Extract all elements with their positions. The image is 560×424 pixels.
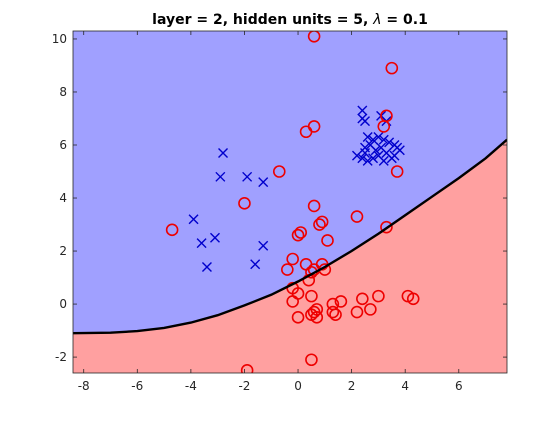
x-tick-label: -6 bbox=[131, 379, 143, 393]
data-points bbox=[165, 31, 420, 373]
x-tick-label: 4 bbox=[401, 379, 409, 393]
cross-point bbox=[378, 134, 389, 145]
cross-point bbox=[215, 171, 226, 182]
cross-point bbox=[360, 147, 371, 158]
circle-point bbox=[272, 165, 286, 178]
cross-point bbox=[362, 132, 373, 143]
y-tick-label: -2 bbox=[55, 350, 67, 364]
cross-point bbox=[258, 177, 269, 188]
cross-point bbox=[392, 142, 403, 153]
circle-point bbox=[307, 199, 321, 213]
cross-point bbox=[357, 153, 368, 164]
x-tick-label: -2 bbox=[238, 379, 250, 393]
y-tick-label: 2 bbox=[59, 244, 67, 258]
circle-point bbox=[385, 61, 399, 75]
plot-frame bbox=[72, 30, 508, 374]
cross-point bbox=[258, 240, 269, 251]
circle-point bbox=[390, 165, 404, 178]
cross-point bbox=[368, 134, 379, 145]
region-class-cross bbox=[73, 31, 507, 334]
cross-point bbox=[370, 145, 381, 156]
cross-point bbox=[188, 214, 199, 225]
y-tick-label: 10 bbox=[52, 32, 67, 46]
region-class-circle bbox=[73, 139, 507, 373]
circle-point bbox=[286, 295, 299, 308]
circle-point bbox=[281, 263, 294, 276]
x-tick-label: 2 bbox=[348, 379, 356, 393]
x-tick-label: 0 bbox=[294, 379, 302, 393]
cross-point bbox=[250, 259, 261, 270]
cross-point bbox=[218, 147, 229, 158]
cross-point bbox=[201, 261, 212, 272]
circle-point bbox=[305, 289, 318, 303]
cross-point bbox=[242, 171, 253, 182]
circle-point bbox=[377, 120, 391, 133]
circle-point bbox=[238, 197, 251, 210]
chart-title: layer = 2, hidden units = 5, λ = 0.1 bbox=[152, 12, 428, 28]
cross-point bbox=[378, 155, 389, 166]
circle-point bbox=[364, 303, 377, 316]
y-tick-label: 6 bbox=[59, 138, 67, 152]
circle-point bbox=[326, 305, 340, 319]
circle-point bbox=[307, 120, 321, 133]
circle-point bbox=[350, 305, 364, 319]
circle-point bbox=[313, 218, 326, 231]
x-tick-label: -4 bbox=[185, 379, 197, 393]
circle-point bbox=[350, 210, 364, 223]
circle-point bbox=[372, 289, 385, 303]
circle-point bbox=[291, 311, 305, 324]
circle-point bbox=[294, 226, 308, 239]
x-tick-label: 6 bbox=[455, 379, 463, 393]
cross-point bbox=[362, 155, 373, 166]
chart-title-lambda: λ bbox=[372, 12, 381, 28]
cross-point bbox=[386, 153, 397, 164]
circle-point bbox=[240, 364, 254, 373]
cross-point bbox=[357, 105, 368, 116]
circle-point bbox=[165, 223, 179, 237]
chart-title-prefix: layer = 2, hidden units = 5, bbox=[152, 12, 373, 28]
circle-point bbox=[406, 292, 420, 306]
chart-title-suffix: = 0.1 bbox=[382, 12, 428, 28]
decision-boundary-line bbox=[73, 138, 507, 335]
y-tick-label: 4 bbox=[59, 191, 67, 205]
circle-point bbox=[315, 215, 329, 229]
circle-point bbox=[307, 31, 321, 43]
circle-point bbox=[329, 308, 342, 321]
cross-point bbox=[196, 238, 207, 249]
y-tick-label: 0 bbox=[59, 297, 67, 311]
cross-point bbox=[209, 232, 220, 243]
circle-point bbox=[291, 228, 305, 242]
cross-point bbox=[368, 153, 379, 164]
cross-point bbox=[360, 116, 371, 127]
circle-point bbox=[286, 252, 299, 266]
circle-point bbox=[305, 353, 318, 367]
circle-point bbox=[380, 220, 393, 234]
cross-point bbox=[373, 132, 384, 143]
axes: -8 -6 -4 -2 0 2 4 6 -2 0 2 4 6 8 10 bbox=[52, 30, 508, 393]
circle-point bbox=[310, 311, 324, 324]
cross-point bbox=[351, 150, 362, 161]
circle-point bbox=[321, 234, 334, 247]
circle-point bbox=[334, 295, 348, 308]
classification-regions bbox=[73, 31, 507, 373]
circle-point bbox=[356, 292, 369, 306]
y-tick-label: 8 bbox=[59, 85, 67, 99]
cross-point bbox=[384, 137, 395, 148]
decision-boundary-group bbox=[73, 138, 507, 335]
x-tick-label: -8 bbox=[78, 379, 90, 393]
